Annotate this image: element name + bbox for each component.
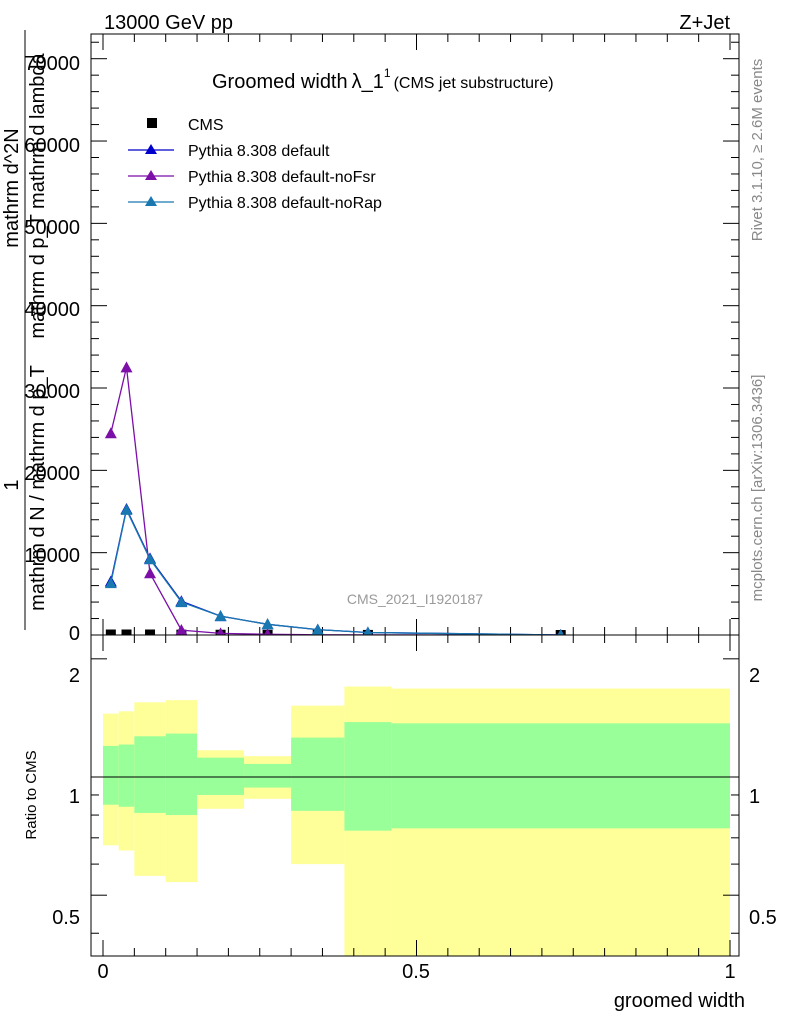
- ratio-uncertainty-bands: [103, 686, 730, 956]
- ratio-y-axis-label: Ratio to CMS: [23, 750, 40, 839]
- process-label: Z+Jet: [679, 12, 730, 34]
- data-point-pythia-8-308-default-nofsr: [175, 624, 188, 636]
- analysis-watermark: CMS_2021_I1920187: [347, 591, 483, 607]
- ratio-y-tick-label: 1: [749, 786, 760, 808]
- main-y-tick-label: 50000: [24, 217, 80, 239]
- rivet-label: Rivet 3.1.10, ≥ 2.6M events: [749, 59, 766, 242]
- ratio-y-tick-label: 0.5: [52, 907, 80, 929]
- ratio-band-green: [134, 736, 166, 813]
- legend-label-default: Pythia 8.308 default: [188, 143, 330, 160]
- plot-title: Groomed width λ_11(CMS jet substructure): [212, 66, 554, 93]
- main-panel-frame: [90, 33, 740, 636]
- ratio-y-tick-label: 0.5: [749, 907, 777, 929]
- x-tick-label: 0: [97, 961, 108, 983]
- ratio-y-tick-label: 1: [69, 786, 80, 808]
- ratio-panel-border: [90, 634, 740, 957]
- ylabel-frac-top: 1: [1, 479, 23, 490]
- data-point-pythia-8-308-default-norap: [175, 596, 188, 608]
- plot-title-sub: (CMS jet substructure): [394, 75, 554, 92]
- ratio-band-green: [118, 744, 135, 807]
- energy-label: 13000 GeV pp: [104, 12, 233, 34]
- ratio-band-green: [197, 757, 245, 795]
- x-tick-labels: 0 0.5 1: [97, 961, 735, 983]
- plot-title-main: Groomed width: [212, 71, 348, 93]
- main-y-tick-label: 60000: [24, 135, 80, 157]
- ylabel-denominator: mathrm d p_T mathrm d lambda: [27, 52, 49, 338]
- x-tick-label: 0.5: [402, 961, 430, 983]
- legend-label-cms: CMS: [188, 117, 224, 134]
- legend-marker-default: [145, 144, 157, 154]
- ratio-band-green: [103, 745, 119, 805]
- ratio-y-tick-labels-left: 0.5 1 2: [52, 665, 80, 929]
- legend-label-nofsr: Pythia 8.308 default-noFsr: [188, 169, 376, 186]
- data-point-pythia-8-308-default-nofsr: [144, 567, 157, 579]
- main-y-tick-label: 70000: [24, 53, 80, 75]
- ratio-band-green: [344, 722, 392, 831]
- ratio-band-green: [291, 737, 345, 811]
- legend: CMS Pythia 8.308 default Pythia 8.308 de…: [128, 117, 382, 212]
- main-y-tick-label: 20000: [24, 463, 80, 485]
- ylabel-numerator: mathrm d^2N: [1, 128, 23, 247]
- data-point-pythia-8-308-default-norap: [104, 577, 117, 589]
- legend-label-norap: Pythia 8.308 default-noRap: [188, 195, 382, 212]
- data-point-pythia-8-308-default-norap: [144, 553, 157, 565]
- plot-title-lambda: λ_1: [352, 71, 384, 93]
- data-point-pythia-8-308-default-norap: [261, 618, 274, 630]
- ratio-y-tick-label: 2: [69, 665, 80, 687]
- ratio-band-green: [244, 763, 292, 788]
- legend-marker-nofsr: [145, 170, 157, 180]
- data-point-pythia-8-308-default-nofsr: [120, 361, 133, 373]
- legend-marker-norap: [145, 196, 157, 206]
- main-y-tick-label: 0: [69, 623, 80, 645]
- ratio-y-tick-label: 2: [749, 665, 760, 687]
- data-point-pythia-8-308-default-norap: [120, 503, 133, 515]
- x-tick-label: 1: [724, 961, 735, 983]
- ylabel-frac-bottom: mathrm d N / mathrm d p_T: [27, 365, 49, 611]
- ratio-band-green: [165, 733, 198, 816]
- main-y-axis-label: 1 mathrm d N / mathrm d p_T mathrm d^2N …: [1, 30, 49, 630]
- data-point-pythia-8-308-default-nofsr: [104, 427, 117, 439]
- data-point-pythia-8-308-default-norap: [311, 623, 324, 635]
- site-label: mcplots.cern.ch [arXiv:1306.3436]: [749, 375, 766, 602]
- ratio-band-green: [391, 723, 730, 829]
- data-point-pythia-8-308-default-norap: [214, 610, 227, 622]
- main-y-tick-label: 40000: [24, 299, 80, 321]
- main-y-tick-labels: 0 10000 20000 30000 40000 50000 60000 70…: [24, 53, 80, 645]
- plot-title-sup: 1: [384, 66, 391, 80]
- ratio-axis-ticks: [91, 635, 739, 956]
- legend-marker-cms: [147, 118, 157, 128]
- ratio-y-tick-labels-right: 0.5 1 2: [749, 665, 777, 929]
- main-y-tick-label: 10000: [24, 545, 80, 567]
- main-y-tick-label: 30000: [24, 381, 80, 403]
- x-axis-label: groomed width: [614, 990, 745, 1012]
